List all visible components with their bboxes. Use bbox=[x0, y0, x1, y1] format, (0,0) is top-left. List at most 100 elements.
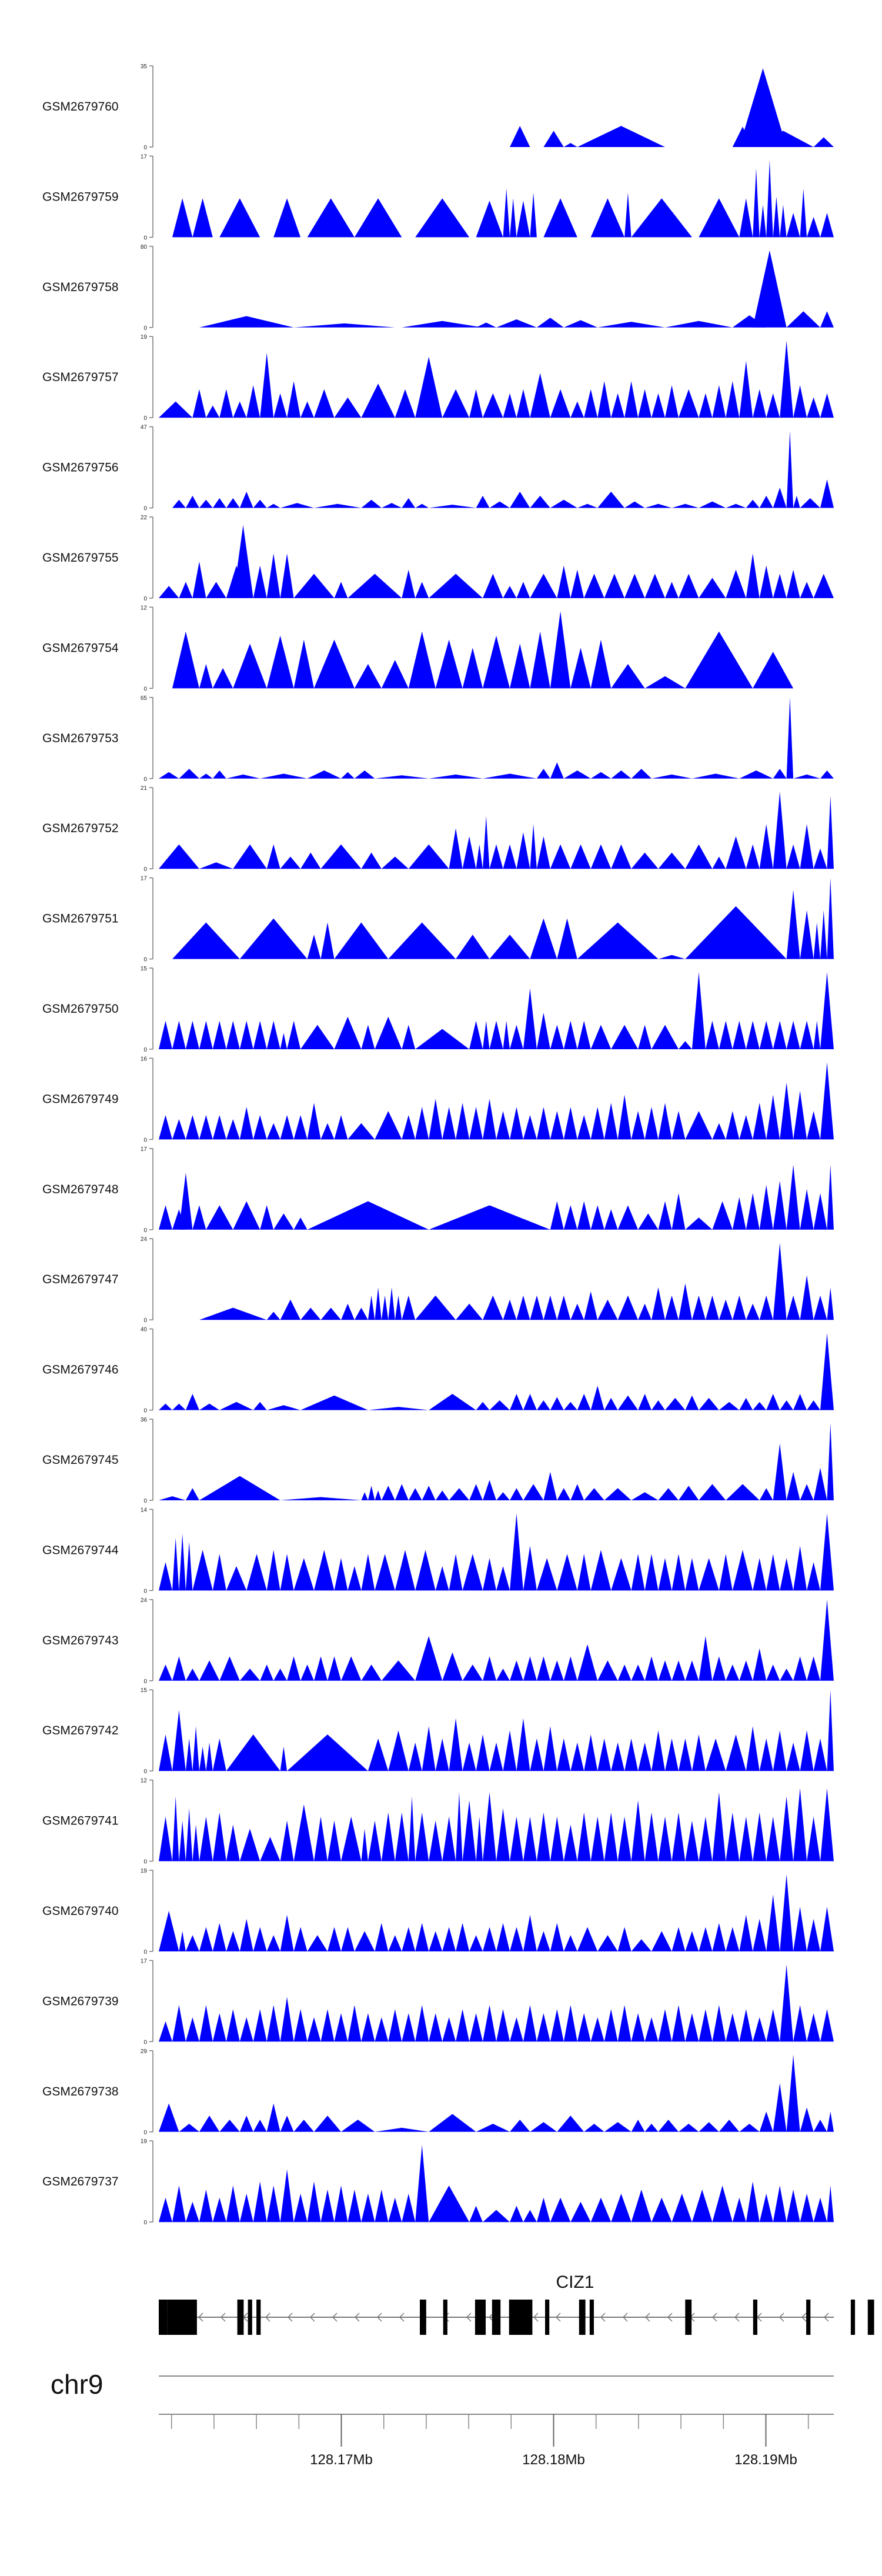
coverage-peak bbox=[226, 1566, 247, 1591]
sample-label: GSM2679757 bbox=[42, 371, 119, 384]
coverage-peak bbox=[516, 201, 530, 238]
coverage-peak bbox=[658, 1201, 672, 1230]
coverage-peak bbox=[212, 668, 233, 689]
exon bbox=[579, 2300, 586, 2335]
coverage-peak bbox=[820, 770, 834, 779]
coverage-peak bbox=[239, 2193, 253, 2223]
coverage-peak bbox=[739, 2124, 760, 2132]
coverage-peak bbox=[523, 1546, 537, 1591]
coverage-peak bbox=[429, 1931, 443, 1951]
coverage-peak bbox=[820, 1062, 834, 1140]
coverage-peak bbox=[496, 1566, 510, 1591]
coverage-peak bbox=[199, 1307, 267, 1320]
coverage-peak bbox=[644, 2124, 659, 2132]
coverage-peak bbox=[773, 1181, 787, 1230]
y-min-label: 0 bbox=[143, 1679, 147, 1685]
coverage-peak bbox=[442, 2017, 456, 2042]
coverage-peak bbox=[375, 2127, 429, 2132]
coverage-peak bbox=[253, 2181, 267, 2223]
coverage-peak bbox=[563, 1656, 577, 1681]
y-max-label: 65 bbox=[141, 695, 148, 702]
coverage-peak bbox=[753, 1103, 767, 1140]
coverage-peak bbox=[483, 2210, 510, 2223]
coverage-peak bbox=[429, 2114, 476, 2132]
coverage-peak bbox=[550, 2197, 571, 2223]
coverage-peak bbox=[644, 573, 665, 598]
coverage-peak bbox=[483, 773, 537, 779]
coverage-peak bbox=[185, 495, 199, 508]
coverage-peak bbox=[699, 578, 726, 598]
coverage-peak bbox=[746, 844, 760, 869]
coverage-peak bbox=[280, 856, 301, 869]
coverage-peak bbox=[631, 852, 659, 869]
y-max-label: 12 bbox=[141, 605, 148, 611]
coverage-peak bbox=[550, 1923, 564, 1951]
coverage-peak bbox=[361, 1554, 375, 1591]
coverage-peak bbox=[260, 352, 274, 418]
coverage-peak bbox=[172, 499, 186, 508]
coverage-peak bbox=[307, 2181, 321, 2223]
coverage-peak bbox=[212, 498, 226, 508]
coverage-peak bbox=[489, 844, 503, 869]
strand-arrow bbox=[376, 2313, 382, 2322]
coverage-peak bbox=[523, 1816, 537, 1861]
y-min-label: 0 bbox=[143, 2039, 147, 2046]
coverage-peak bbox=[773, 2083, 787, 2132]
coverage-peak bbox=[172, 1403, 186, 1410]
coverage-track: GSM2679747 24 0 bbox=[42, 1236, 834, 1324]
coverage-peak bbox=[712, 1123, 726, 1140]
coverage-peak bbox=[307, 198, 355, 238]
coverage-peak bbox=[726, 569, 746, 598]
coverage-peak bbox=[671, 2193, 692, 2223]
y-min-label: 0 bbox=[143, 1769, 147, 1775]
coverage-peak bbox=[293, 1927, 308, 1951]
coverage-peak bbox=[611, 1742, 625, 1771]
strand-arrow bbox=[354, 2313, 360, 2322]
strand-arrow bbox=[309, 2313, 315, 2322]
coverage-peak bbox=[530, 824, 537, 869]
coverage-peak bbox=[341, 2120, 375, 2132]
coverage-peak bbox=[212, 1020, 226, 1049]
coverage-peak bbox=[354, 1307, 368, 1320]
coverage-peak bbox=[550, 1816, 564, 1861]
coverage-peak bbox=[260, 1664, 274, 1681]
exon bbox=[475, 2300, 486, 2335]
coverage-peak bbox=[726, 2013, 740, 2042]
coverage-track: GSM2679739 17 0 bbox=[42, 1958, 834, 2046]
coverage-peak bbox=[550, 1025, 564, 1049]
coverage-peak bbox=[489, 501, 510, 508]
coverage-peak bbox=[172, 198, 193, 238]
coverage-peak bbox=[679, 1486, 699, 1500]
coverage-peak bbox=[334, 2013, 348, 2042]
coverage-peak bbox=[239, 492, 253, 508]
y-min-label: 0 bbox=[143, 235, 147, 241]
coverage-peak bbox=[786, 2190, 800, 2223]
coverage-peak bbox=[462, 1664, 483, 1681]
strand-arrow bbox=[198, 2313, 203, 2322]
coverage-peak bbox=[415, 356, 443, 418]
coverage-peak bbox=[328, 1656, 341, 1681]
coverage-peak bbox=[375, 2017, 389, 2042]
coverage-peak bbox=[489, 1400, 510, 1410]
coverage-peak bbox=[212, 1554, 226, 1591]
coverage-peak bbox=[813, 1020, 820, 1049]
coverage-peak bbox=[590, 1205, 604, 1230]
coverage-peak bbox=[192, 561, 206, 598]
coverage-peak bbox=[536, 1558, 557, 1591]
strand-arrow bbox=[555, 2313, 561, 2322]
strand-arrow bbox=[734, 2313, 740, 2322]
coverage-peak bbox=[570, 569, 584, 598]
coverage-track: GSM2679737 19 0 bbox=[42, 2138, 834, 2226]
coverage-peak bbox=[510, 643, 530, 689]
coverage-peak bbox=[563, 320, 598, 328]
coverage-peak bbox=[381, 1486, 395, 1500]
coverage-peak bbox=[691, 1295, 706, 1320]
coverage-peak bbox=[699, 2009, 713, 2042]
coverage-peak bbox=[219, 1656, 240, 1681]
coverage-peak bbox=[496, 2009, 510, 2042]
coverage-peak bbox=[334, 397, 362, 418]
coverage-peak bbox=[590, 639, 612, 689]
coverage-peak bbox=[503, 844, 517, 869]
coverage-peak bbox=[368, 1486, 375, 1500]
coverage-peak bbox=[172, 1796, 179, 1861]
